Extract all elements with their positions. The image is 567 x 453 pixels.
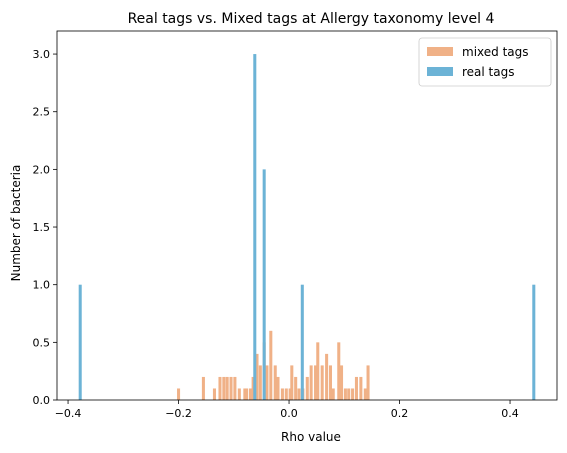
real-tags-bar	[78, 284, 82, 400]
mixed-tags-bar	[340, 365, 344, 400]
mixed-tags-bar	[363, 388, 367, 400]
mixed-tags-bar	[218, 376, 222, 400]
mixed-tags-bar	[351, 388, 355, 400]
y-tick-label: 1.5	[33, 221, 51, 234]
mixed-tags-bar	[222, 376, 226, 400]
mixed-tags-bar	[284, 388, 288, 400]
y-tick-label: 1.0	[33, 279, 51, 292]
mixed-tags-bar	[212, 388, 216, 400]
mixed-tags-bar	[255, 353, 259, 401]
real-tags-bar	[532, 284, 536, 400]
real-tags-bar	[253, 54, 257, 401]
mixed-tags-bar	[288, 388, 292, 400]
mixed-tags-bar	[316, 342, 320, 400]
mixed-tags-bar	[290, 365, 294, 400]
y-tick-label: 0.0	[33, 394, 51, 407]
mixed-tags-bar	[251, 376, 255, 400]
mixed-tags-bar	[280, 388, 284, 400]
x-tick-label: 0.4	[501, 407, 519, 420]
mixed-tags-bar	[258, 365, 262, 400]
mixed-tags-bar	[320, 365, 324, 400]
mixed-tags-bar	[343, 388, 347, 400]
mixed-tags-bar	[265, 365, 269, 400]
mixed-tags-bar	[177, 388, 181, 400]
y-axis-label: Number of bacteria	[9, 165, 23, 282]
legend-label: real tags	[462, 65, 514, 79]
y-tick-label: 3.0	[33, 48, 51, 61]
mixed-tags-bar	[314, 365, 318, 400]
x-tick-label: −0.2	[165, 407, 192, 420]
plot-area	[78, 54, 536, 401]
legend-swatch	[427, 47, 453, 56]
x-axis-ticks: −0.4 −0.2 0.0 0.2 0.4	[55, 400, 519, 420]
mixed-tags-bar	[328, 365, 332, 400]
mixed-tags-bar	[237, 388, 241, 400]
x-tick-label: 0.2	[391, 407, 409, 420]
y-tick-label: 2.5	[33, 106, 51, 119]
mixed-tags-bar	[269, 330, 273, 400]
y-tick-label: 2.0	[33, 163, 51, 176]
y-axis-ticks: 0.0 0.5 1.0 1.5 2.0 2.5 3.0	[33, 48, 57, 407]
series-real-tags	[78, 54, 536, 401]
mixed-tags-bar	[331, 388, 335, 400]
y-tick-label: 0.5	[33, 336, 51, 349]
mixed-tags-bar	[366, 365, 370, 400]
x-tick-label: −0.4	[55, 407, 82, 420]
real-tags-bar	[300, 284, 304, 400]
mixed-tags-bar	[276, 376, 280, 400]
chart-title: Real tags vs. Mixed tags at Allergy taxo…	[128, 11, 495, 27]
mixed-tags-bar	[248, 388, 252, 400]
mixed-tags-bar	[225, 376, 229, 400]
mixed-tags-bar	[244, 388, 249, 400]
mixed-tags-bar	[201, 376, 205, 400]
mixed-tags-bar	[229, 376, 233, 400]
real-tags-bar	[262, 169, 266, 401]
mixed-tags-bar	[294, 376, 298, 400]
legend: mixed tags real tags	[418, 37, 552, 87]
x-axis-label: Rho value	[281, 430, 341, 444]
mixed-tags-bar	[337, 342, 341, 400]
mixed-tags-bar	[347, 388, 351, 400]
mixed-tags-bar	[359, 376, 363, 400]
series-mixed-tags	[177, 330, 370, 401]
legend-label: mixed tags	[462, 45, 529, 59]
legend-swatch	[427, 67, 453, 76]
mixed-tags-bar	[233, 376, 237, 400]
mixed-tags-bar	[243, 388, 247, 400]
mixed-tags-bar	[325, 353, 329, 401]
mixed-tags-bar	[273, 365, 277, 400]
mixed-tags-bar	[297, 388, 301, 400]
plot-frame	[56, 30, 558, 401]
mixed-tags-bar	[309, 365, 313, 400]
x-tick-label: 0.0	[280, 407, 298, 420]
mixed-tags-bar	[354, 376, 358, 400]
mixed-tags-bar	[305, 376, 309, 400]
